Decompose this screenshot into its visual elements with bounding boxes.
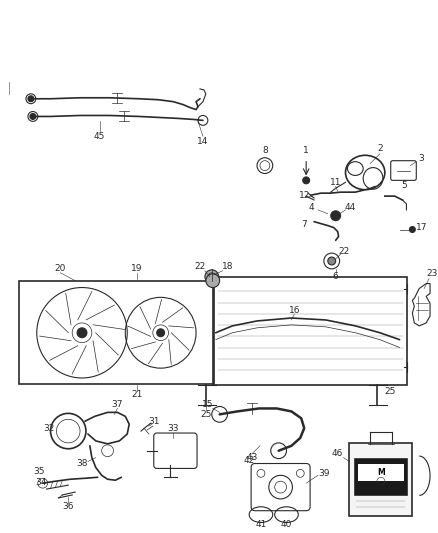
Text: 25: 25 [200,410,212,419]
Text: 39: 39 [318,469,330,478]
Text: 40: 40 [281,520,292,529]
Text: 7: 7 [301,220,307,229]
Bar [19,281,214,384]
Text: 44: 44 [345,204,356,212]
Text: 31: 31 [148,417,159,426]
Circle shape [205,270,219,284]
Text: 22: 22 [338,247,349,256]
Text: 41: 41 [255,520,267,529]
Text: 22: 22 [194,262,205,271]
Text: 17: 17 [416,223,427,232]
Text: 1: 1 [303,147,309,155]
Text: 19: 19 [131,264,143,273]
Circle shape [328,257,336,265]
Text: 36: 36 [63,502,74,511]
Text: 15: 15 [202,400,214,409]
Circle shape [303,177,310,184]
Text: 38: 38 [76,459,88,468]
Text: 5: 5 [402,181,407,190]
Text: 14: 14 [197,136,208,146]
Bar [213,277,407,385]
Text: 18: 18 [222,262,233,271]
Circle shape [30,114,36,119]
Text: 11: 11 [330,178,341,187]
Circle shape [157,329,165,337]
Text: 37: 37 [112,400,123,409]
Circle shape [77,328,87,338]
Text: 2: 2 [377,144,383,154]
Text: 32: 32 [43,424,54,433]
Text: 33: 33 [168,424,179,433]
Text: 6: 6 [333,272,339,281]
Circle shape [410,227,415,232]
Circle shape [28,96,34,102]
Text: 46: 46 [332,449,343,458]
Text: 16: 16 [289,305,300,314]
Text: 3: 3 [418,154,424,163]
Text: 45: 45 [94,132,106,141]
Circle shape [206,274,219,287]
Text: 23: 23 [426,269,438,278]
Text: 21: 21 [131,390,143,399]
Bar [358,464,403,481]
Text: 35: 35 [33,467,45,476]
Circle shape [331,211,341,221]
Text: 4: 4 [308,204,314,212]
Text: 20: 20 [55,264,66,273]
Text: 42: 42 [244,456,255,465]
Text: M: M [377,468,385,477]
Text: 34: 34 [35,478,46,487]
FancyBboxPatch shape [350,443,412,515]
Text: 12: 12 [299,191,310,199]
Text: 25: 25 [384,387,396,396]
Text: 8: 8 [262,147,268,155]
Text: 43: 43 [247,453,258,462]
Bar [354,458,407,495]
